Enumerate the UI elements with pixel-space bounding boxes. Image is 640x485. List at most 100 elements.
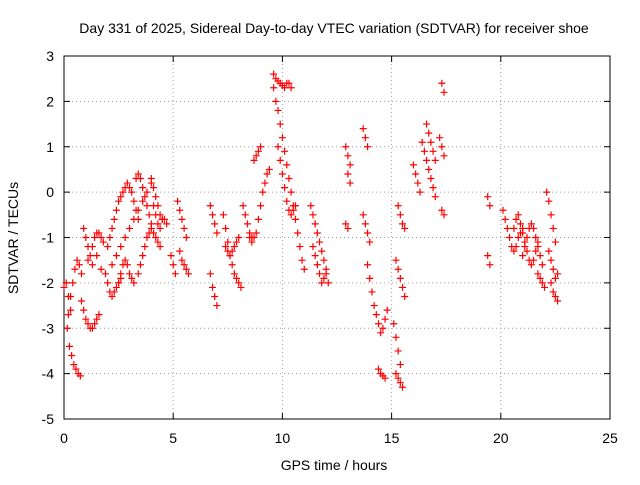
data-point	[274, 106, 282, 114]
data-point	[538, 261, 546, 269]
y-tick-label: 0	[46, 184, 54, 200]
data-point	[156, 243, 164, 251]
data-point	[82, 234, 90, 241]
data-point	[233, 274, 241, 282]
data-point	[97, 234, 105, 241]
data-point	[285, 79, 293, 87]
data-point	[235, 234, 243, 241]
data-point	[425, 165, 433, 173]
data-point	[222, 224, 230, 232]
data-point	[110, 288, 118, 296]
data-point	[342, 220, 350, 228]
data-point	[420, 147, 428, 155]
data-point	[110, 215, 118, 223]
data-point	[139, 252, 147, 260]
data-point	[176, 206, 184, 214]
data-point	[123, 179, 131, 187]
data-point	[366, 238, 374, 246]
data-point	[554, 297, 562, 305]
data-point	[318, 247, 326, 255]
data-point	[316, 238, 324, 246]
data-point	[361, 220, 369, 228]
data-point	[549, 224, 557, 232]
data-point	[128, 188, 136, 196]
data-point	[499, 206, 507, 214]
data-point	[512, 215, 520, 223]
data-point	[88, 324, 96, 332]
data-point	[88, 261, 96, 269]
data-point	[101, 270, 109, 278]
data-point	[516, 220, 524, 228]
data-point	[361, 134, 369, 142]
data-point	[551, 238, 559, 246]
data-point	[158, 215, 166, 223]
data-point	[392, 256, 400, 264]
data-point	[224, 238, 232, 246]
data-point	[545, 247, 553, 255]
data-point	[318, 279, 326, 287]
data-point	[394, 347, 402, 355]
data-point	[211, 292, 219, 300]
data-point	[97, 265, 105, 273]
data-point	[134, 270, 142, 278]
data-point	[292, 202, 300, 210]
data-point	[547, 256, 555, 264]
data-point	[276, 156, 284, 164]
data-point	[152, 234, 160, 241]
data-point	[65, 342, 73, 350]
data-point	[99, 238, 107, 246]
data-point	[77, 297, 85, 305]
data-point	[281, 184, 289, 192]
data-point	[431, 193, 439, 201]
data-point	[248, 238, 256, 246]
data-point	[364, 143, 372, 151]
x-tick-label: 5	[169, 430, 177, 446]
data-point	[283, 161, 291, 169]
data-point	[418, 138, 426, 146]
data-point	[82, 315, 90, 323]
data-point	[551, 292, 559, 300]
data-point	[70, 361, 78, 369]
data-point	[300, 265, 308, 273]
x-axis-label: GPS time / hours	[281, 457, 388, 473]
data-point	[534, 243, 542, 251]
data-point	[171, 270, 179, 278]
data-point	[322, 270, 330, 278]
grid-lines	[64, 56, 610, 419]
data-point	[523, 234, 531, 241]
data-point	[287, 188, 295, 196]
data-point	[486, 261, 494, 269]
x-tick-label: 20	[493, 430, 509, 446]
data-point	[121, 256, 129, 264]
data-point	[95, 311, 103, 319]
data-point	[547, 211, 555, 219]
data-point	[150, 184, 158, 192]
chart-title: Day 331 of 2025, Sidereal Day-to-day VTE…	[79, 20, 589, 36]
data-point	[536, 252, 544, 260]
data-point	[396, 379, 404, 387]
data-point	[440, 88, 448, 96]
data-point	[141, 243, 149, 251]
data-point	[392, 370, 400, 378]
data-point	[538, 279, 546, 287]
data-point	[108, 292, 116, 300]
data-point	[503, 224, 511, 232]
data-point	[141, 193, 149, 201]
data-point	[206, 202, 214, 210]
data-point	[73, 256, 81, 264]
data-point	[532, 247, 540, 255]
data-point	[506, 234, 514, 241]
data-point	[344, 224, 352, 232]
data-point	[399, 283, 407, 291]
data-point	[425, 129, 433, 137]
data-point	[370, 302, 378, 310]
data-point	[257, 143, 265, 151]
y-tick-label: 1	[46, 139, 54, 155]
data-point	[429, 184, 437, 192]
data-point	[368, 288, 376, 296]
data-point	[180, 261, 188, 269]
data-point	[209, 283, 217, 291]
data-point	[237, 283, 245, 291]
data-point	[359, 211, 367, 219]
data-point	[243, 220, 251, 228]
